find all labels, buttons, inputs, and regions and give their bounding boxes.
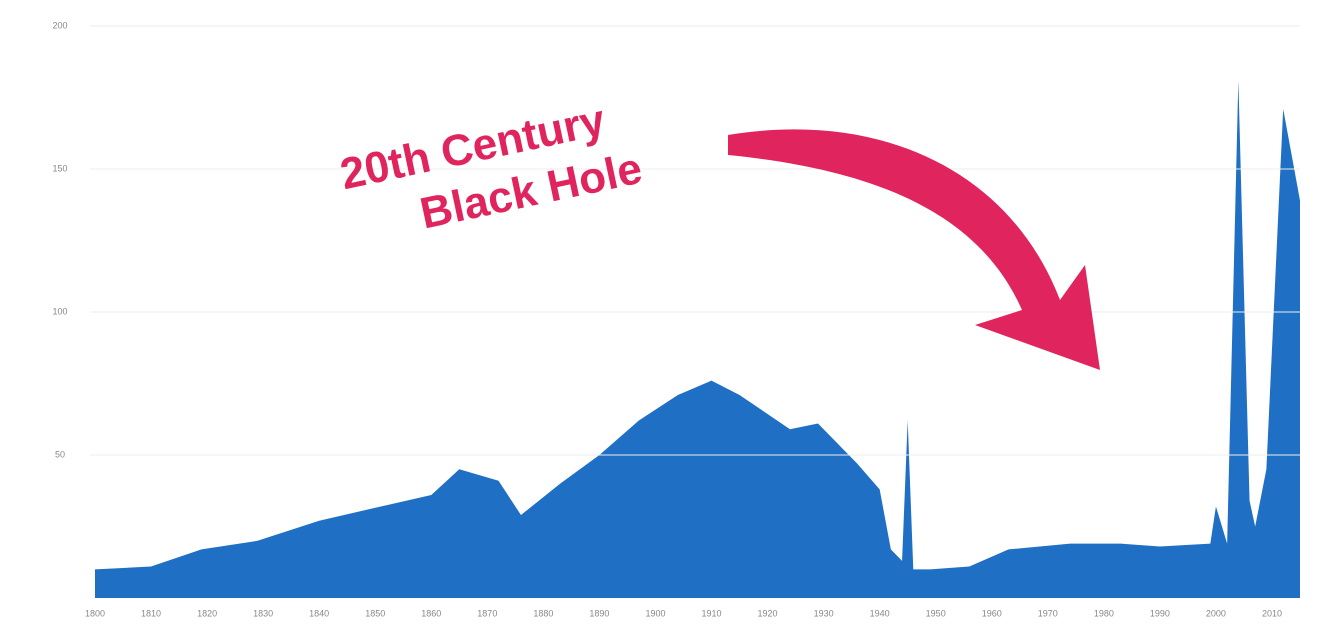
x-tick-label: 1870	[477, 608, 497, 618]
x-tick-label: 1900	[645, 608, 665, 618]
y-tick-label: 150	[52, 163, 67, 173]
y-tick-label: 100	[52, 306, 67, 316]
x-tick-label: 1950	[926, 608, 946, 618]
x-tick-label: 1930	[814, 608, 834, 618]
x-tick-label: 1990	[1150, 608, 1170, 618]
x-tick-label: 1850	[365, 608, 385, 618]
x-tick-label: 1980	[1094, 608, 1114, 618]
y-tick-label: 200	[52, 20, 67, 30]
x-tick-label: 1940	[870, 608, 890, 618]
x-tick-label: 1810	[141, 608, 161, 618]
x-tick-label: 2010	[1262, 608, 1282, 618]
x-tick-label: 1800	[85, 608, 105, 618]
y-tick-label: 50	[55, 449, 65, 459]
x-tick-label: 1840	[309, 608, 329, 618]
x-tick-label: 2000	[1206, 608, 1226, 618]
x-tick-label: 1880	[533, 608, 553, 618]
x-tick-label: 1910	[701, 608, 721, 618]
x-tick-label: 1970	[1038, 608, 1058, 618]
x-tick-label: 1920	[758, 608, 778, 618]
annotation: 20th Century Black Hole	[336, 95, 646, 238]
x-tick-label: 1820	[197, 608, 217, 618]
x-tick-label: 1860	[421, 608, 441, 618]
annotation-arrow	[728, 129, 1100, 370]
x-tick-label: 1830	[253, 608, 273, 618]
area	[95, 80, 1300, 599]
x-tick-label: 1890	[589, 608, 609, 618]
x-tick-label: 1960	[982, 608, 1002, 618]
